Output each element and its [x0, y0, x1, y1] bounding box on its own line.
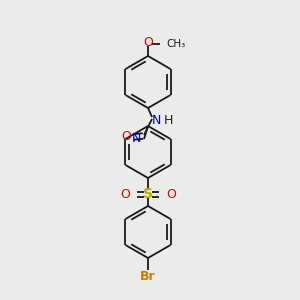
Text: O: O [166, 188, 176, 200]
Text: N: N [151, 115, 161, 128]
Text: O: O [120, 188, 130, 200]
Text: H: H [164, 115, 173, 128]
Text: CH₃: CH₃ [166, 39, 185, 49]
Text: N: N [131, 133, 141, 146]
Text: Br: Br [140, 269, 156, 283]
Text: O: O [143, 37, 153, 50]
Text: S: S [143, 187, 153, 201]
Text: O: O [121, 130, 131, 143]
